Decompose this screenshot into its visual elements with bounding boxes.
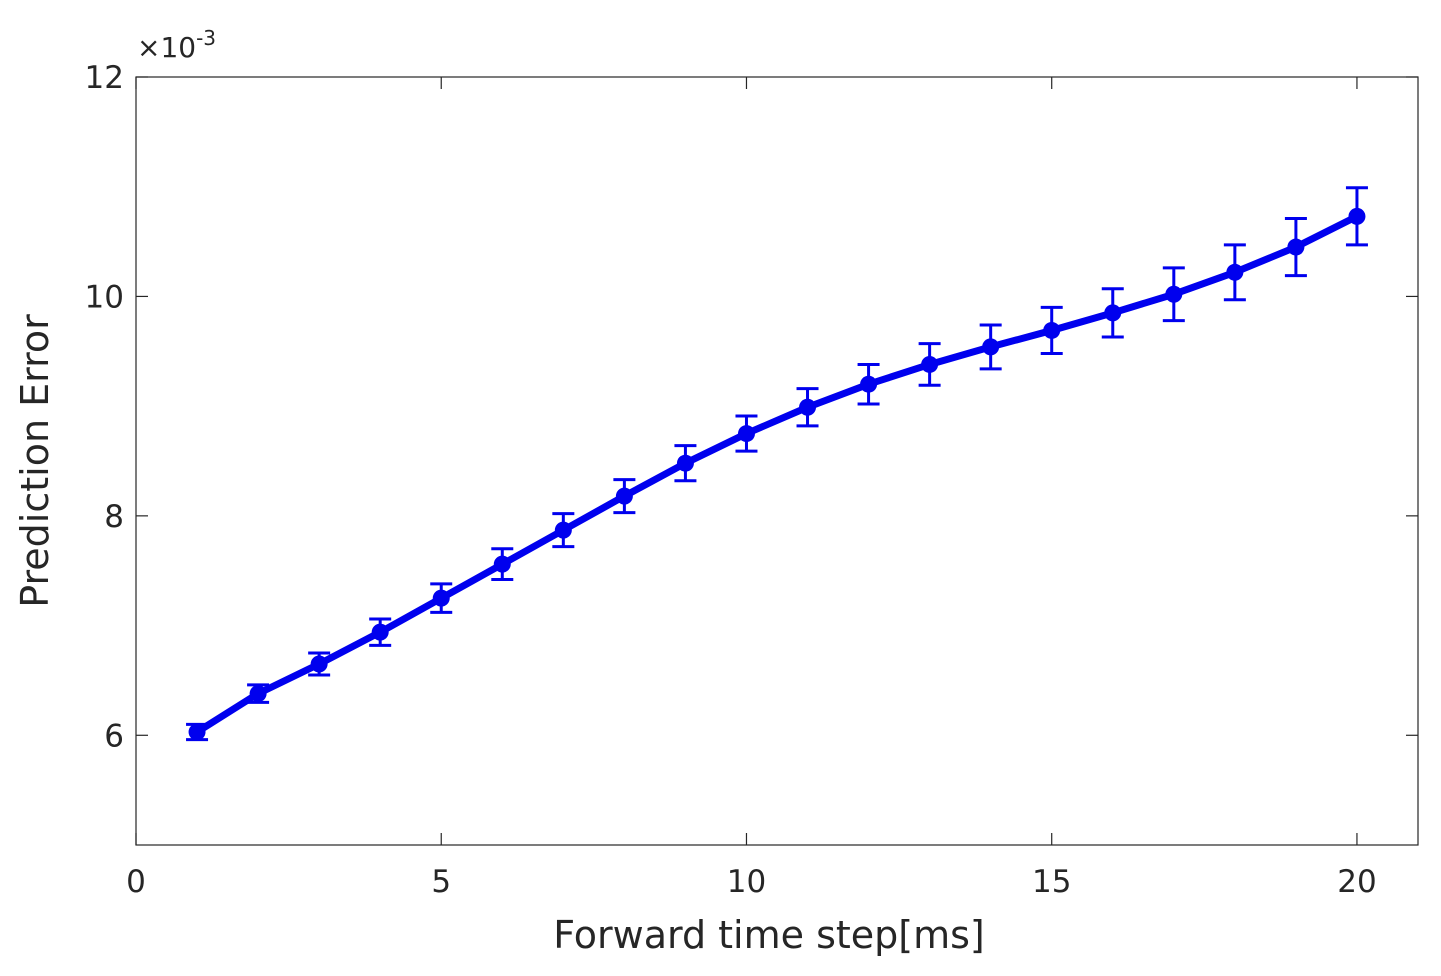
x-tick-label: 20: [1337, 864, 1376, 900]
x-tick-label: 15: [1032, 864, 1071, 900]
x-tick-label: 5: [431, 864, 451, 900]
y-axis-label: Prediction Error: [13, 314, 57, 608]
x-tick-label: 0: [126, 864, 146, 900]
data-point: [1104, 304, 1122, 322]
multiplier-exponent: -3: [196, 26, 216, 50]
data-point: [1287, 238, 1305, 256]
data-point: [310, 655, 328, 673]
multiplier-base: ×10: [137, 31, 196, 64]
data-point: [799, 398, 817, 416]
data-point: [249, 685, 267, 703]
data-point: [860, 375, 878, 393]
data-point: [676, 454, 694, 472]
y-tick-label: 8: [104, 499, 124, 535]
data-point: [432, 589, 450, 607]
y-tick-label: 10: [85, 279, 124, 315]
data-points: [188, 207, 1366, 741]
plot-area: [136, 77, 1418, 845]
data-point: [554, 521, 572, 539]
data-point: [371, 623, 389, 641]
x-tick-label: 10: [727, 864, 766, 900]
data-point: [493, 555, 511, 573]
data-point: [1226, 263, 1244, 281]
tick-labels: 0 5 10 15 20 6 8 10 12: [85, 60, 1377, 900]
data-point: [1165, 285, 1183, 303]
data-point: [615, 487, 633, 505]
data-point: [982, 338, 1000, 356]
data-point: [1043, 321, 1061, 339]
data-point: [921, 355, 939, 373]
y-tick-label: 12: [85, 60, 124, 96]
x-axis-label: Forward time step[ms]: [553, 913, 985, 957]
plot-frame: [135, 76, 1419, 846]
data-point: [1348, 207, 1366, 225]
y-tick-label: 6: [104, 718, 124, 754]
data-point: [737, 425, 755, 443]
y-multiplier-label: ×10-3: [137, 26, 216, 64]
series-line: [193, 212, 1361, 736]
data-point: [188, 723, 206, 741]
